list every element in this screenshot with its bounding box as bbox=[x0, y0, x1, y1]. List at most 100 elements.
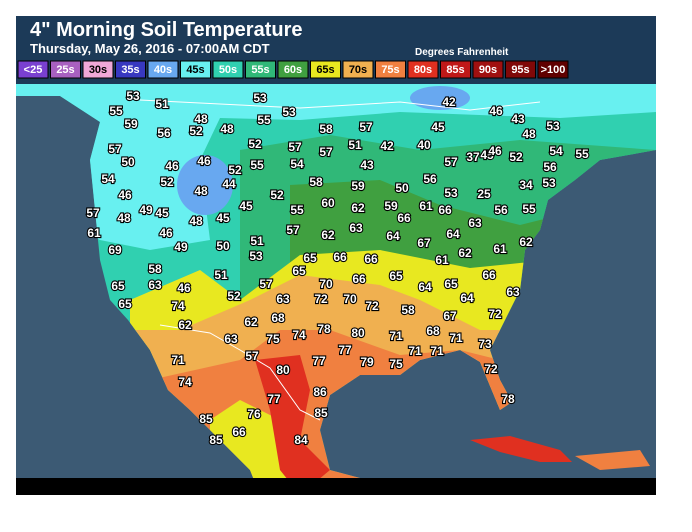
legend-swatch bbox=[50, 60, 81, 79]
station-reading: 64 bbox=[386, 229, 400, 243]
legend-label: 95s bbox=[511, 64, 529, 76]
station-reading: 54 bbox=[101, 172, 115, 186]
station-reading: 43 bbox=[511, 112, 525, 126]
station-reading: 64 bbox=[460, 291, 474, 305]
legend-swatch bbox=[17, 60, 49, 79]
legend-swatch bbox=[212, 60, 244, 79]
station-reading: 62 bbox=[458, 246, 472, 260]
station-reading: 57 bbox=[245, 349, 259, 363]
station-reading: 59 bbox=[351, 179, 365, 193]
station-reading: 51 bbox=[214, 268, 228, 282]
legend-label: 85s bbox=[446, 64, 464, 76]
station-reading: 66 bbox=[397, 211, 411, 225]
station-reading: 78 bbox=[317, 322, 331, 336]
station-reading: 71 bbox=[449, 331, 463, 345]
station-reading: 70 bbox=[343, 292, 357, 306]
station-reading: 55 bbox=[290, 203, 304, 217]
station-reading: 70 bbox=[319, 277, 333, 291]
station-reading: 54 bbox=[290, 157, 304, 171]
station-reading: 57 bbox=[86, 206, 100, 220]
station-reading: 68 bbox=[426, 324, 440, 338]
station-reading: 46 bbox=[118, 188, 132, 202]
legend-label: 50s bbox=[219, 64, 237, 76]
station-reading: 66 bbox=[333, 250, 347, 264]
station-reading: 45 bbox=[480, 148, 494, 162]
legend-swatch bbox=[375, 60, 406, 79]
station-reading: 48 bbox=[220, 122, 234, 136]
station-reading: 65 bbox=[118, 297, 132, 311]
station-reading: 75 bbox=[389, 357, 403, 371]
station-reading: 62 bbox=[519, 235, 533, 249]
station-reading: 59 bbox=[124, 117, 138, 131]
legend-swatch bbox=[82, 60, 114, 79]
station-reading: 53 bbox=[126, 89, 140, 103]
station-reading: 57 bbox=[259, 277, 273, 291]
station-reading: 52 bbox=[228, 163, 242, 177]
legend-label: 90s bbox=[479, 64, 497, 76]
station-reading: 50 bbox=[216, 239, 230, 253]
station-reading: 46 bbox=[488, 144, 502, 158]
station-reading: 48 bbox=[189, 214, 203, 228]
legend-swatch bbox=[342, 60, 374, 79]
station-reading: 52 bbox=[509, 150, 523, 164]
station-reading: 56 bbox=[494, 203, 508, 217]
station-reading: 58 bbox=[309, 175, 323, 189]
station-reading: 77 bbox=[267, 392, 281, 406]
legend-label: 40s bbox=[154, 64, 172, 76]
station-reading: 46 bbox=[165, 159, 179, 173]
station-reading: 62 bbox=[178, 318, 192, 332]
station-reading: 62 bbox=[244, 315, 258, 329]
legend: <25 25s 30s 35s 40s 45s 50s 55s 60s 65s 70s 75s 80s 8… bbox=[17, 60, 569, 79]
station-reading: 84 bbox=[294, 433, 308, 447]
station-reading: 77 bbox=[312, 354, 326, 368]
station-reading: 80 bbox=[276, 363, 290, 377]
legend-swatch bbox=[407, 60, 439, 79]
legend-label: 35s bbox=[121, 64, 139, 76]
legend-label: 25s bbox=[56, 64, 74, 76]
units: Degrees Fahrenheit bbox=[415, 47, 509, 58]
station-reading: 42 bbox=[380, 139, 394, 153]
station-reading: 64 bbox=[418, 280, 432, 294]
station-reading: 57 bbox=[286, 223, 300, 237]
station-reading: 53 bbox=[253, 91, 267, 105]
station-reading: 71 bbox=[171, 353, 185, 367]
station-reading: 61 bbox=[419, 199, 433, 213]
station-reading: 53 bbox=[546, 119, 560, 133]
subtitle: Thursday, May 26, 2016 - 07:00AM CDT bbox=[30, 41, 270, 56]
station-reading: 46 bbox=[489, 104, 503, 118]
station-reading: 37 bbox=[466, 150, 480, 164]
station-reading: 68 bbox=[271, 311, 285, 325]
station-reading: 51 bbox=[348, 138, 362, 152]
legend-label: 80s bbox=[414, 64, 432, 76]
station-reading: 57 bbox=[444, 155, 458, 169]
station-reading: 77 bbox=[338, 343, 352, 357]
station-reading: 69 bbox=[108, 243, 122, 257]
station-reading: 58 bbox=[401, 303, 415, 317]
station-reading: 62 bbox=[351, 201, 365, 215]
legend-swatch bbox=[115, 60, 146, 79]
station-reading: 72 bbox=[365, 299, 379, 313]
station-reading: 65 bbox=[389, 269, 403, 283]
station-reading: 48 bbox=[194, 184, 208, 198]
legend-swatch bbox=[505, 60, 536, 79]
station-reading: 52 bbox=[227, 289, 241, 303]
station-reading: 58 bbox=[319, 122, 333, 136]
station-reading: 52 bbox=[270, 188, 284, 202]
borders bbox=[139, 99, 541, 421]
station-reading: 57 bbox=[108, 142, 122, 156]
station-reading: 45 bbox=[431, 120, 445, 134]
station-reading: 72 bbox=[488, 307, 502, 321]
station-reading: 86 bbox=[313, 385, 327, 399]
station-reading: 57 bbox=[319, 145, 333, 159]
station-reading: 62 bbox=[321, 228, 335, 242]
station-reading: 25 bbox=[477, 187, 491, 201]
station-reading: 85 bbox=[199, 412, 213, 426]
station-reading: 53 bbox=[542, 176, 556, 190]
station-reading: 80 bbox=[351, 326, 365, 340]
title: 4" Morning Soil Temperature bbox=[30, 19, 302, 41]
station-reading: 63 bbox=[148, 278, 162, 292]
station-reading: 66 bbox=[438, 203, 452, 217]
station-reading: 52 bbox=[160, 175, 174, 189]
legend-swatch bbox=[472, 60, 504, 79]
